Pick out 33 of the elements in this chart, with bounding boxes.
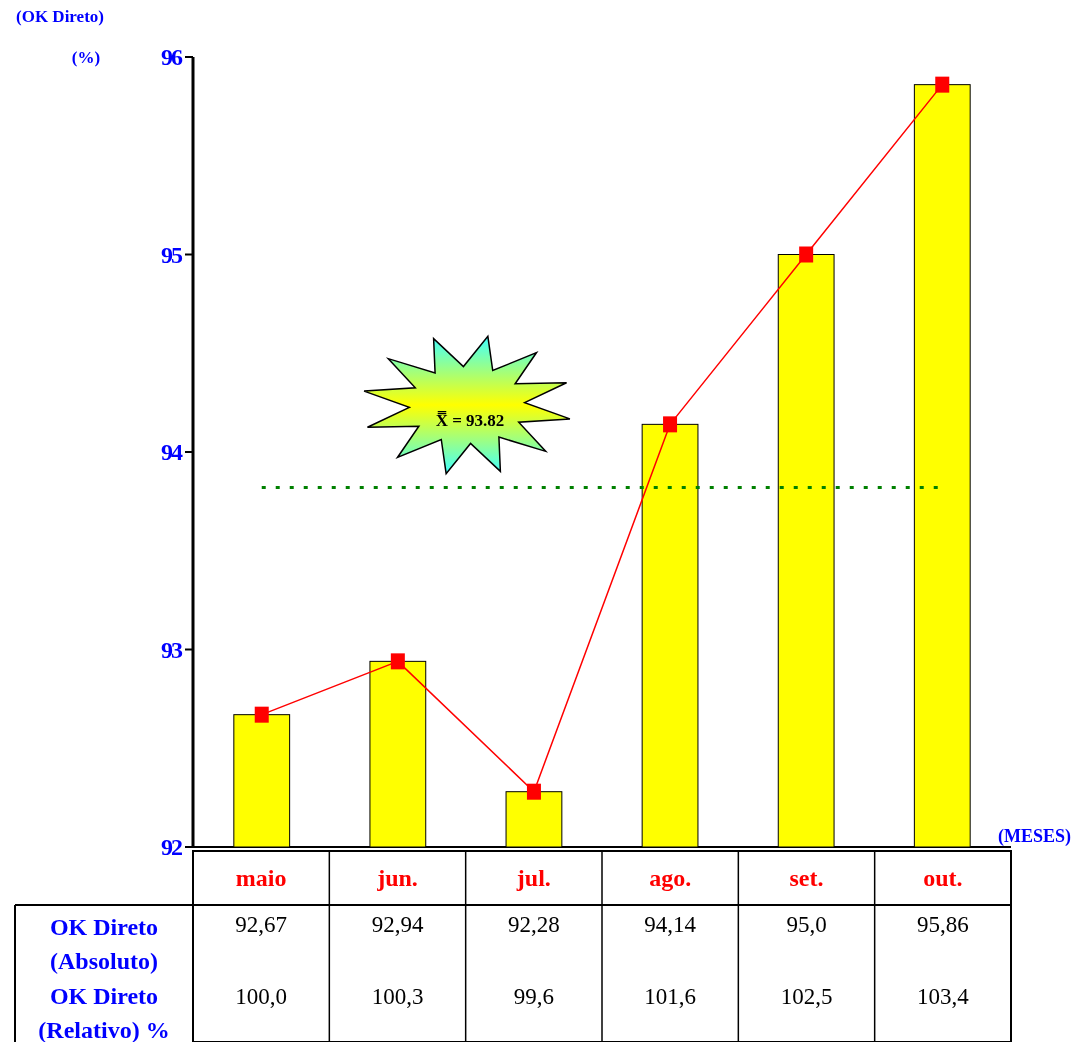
x-tick-label: jun.: [376, 865, 418, 891]
y-tick-label: 95: [161, 241, 183, 268]
data-label: 94,14: [644, 912, 697, 937]
point: [254, 706, 269, 723]
text: 99,6: [513, 984, 554, 1009]
point: [526, 783, 541, 800]
y-tick-label: 96: [161, 44, 183, 71]
x-tick-label: jul.: [515, 865, 551, 891]
data-label: 92,28: [507, 912, 560, 937]
text: 100,0: [235, 984, 288, 1009]
point: [663, 416, 678, 433]
text: 102,5: [780, 984, 833, 1009]
text: (OK Direto) (%): [16, 7, 104, 67]
x-tick-label: out.: [923, 865, 963, 891]
x-tick-label: maio: [235, 865, 287, 891]
text: OK Direto (Absoluto): [49, 914, 159, 974]
point: [799, 246, 814, 263]
y-tick-label: 92: [161, 834, 182, 861]
text: 103,4: [916, 984, 970, 1009]
data-label: 92,67: [235, 912, 288, 937]
x-axis-title: (MESES): [997, 826, 1071, 847]
data-label: 95,86: [916, 912, 969, 937]
text: 101,6: [644, 984, 697, 1009]
point: [935, 76, 950, 93]
x-tick-label: ago.: [649, 865, 692, 891]
point: [390, 653, 405, 670]
text: 100,3: [371, 984, 424, 1009]
annotation: X̿ = 93.82: [435, 409, 505, 430]
x-tick-label: set.: [789, 865, 824, 891]
y-tick-label: 93: [161, 636, 183, 663]
data-label: 92,94: [371, 912, 424, 937]
y-tick-label: 94: [161, 439, 183, 466]
data-label: 95,0: [786, 912, 827, 937]
